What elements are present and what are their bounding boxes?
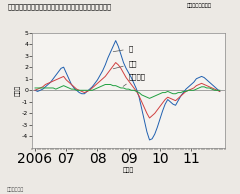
Text: 総合: 総合 [113,60,137,69]
Text: 資料：総務省: 資料：総務省 [7,187,24,192]
Text: サービス: サービス [123,73,146,86]
Y-axis label: （％）: （％） [15,85,21,96]
Text: 財: 財 [113,45,133,52]
Text: （対前年同期比）: （対前年同期比） [187,3,212,8]
Text: ［図表１］消費者物価指数の推移（総合、財、サービス）: ［図表１］消費者物価指数の推移（総合、財、サービス） [7,3,111,10]
X-axis label: （年）: （年） [123,168,134,173]
